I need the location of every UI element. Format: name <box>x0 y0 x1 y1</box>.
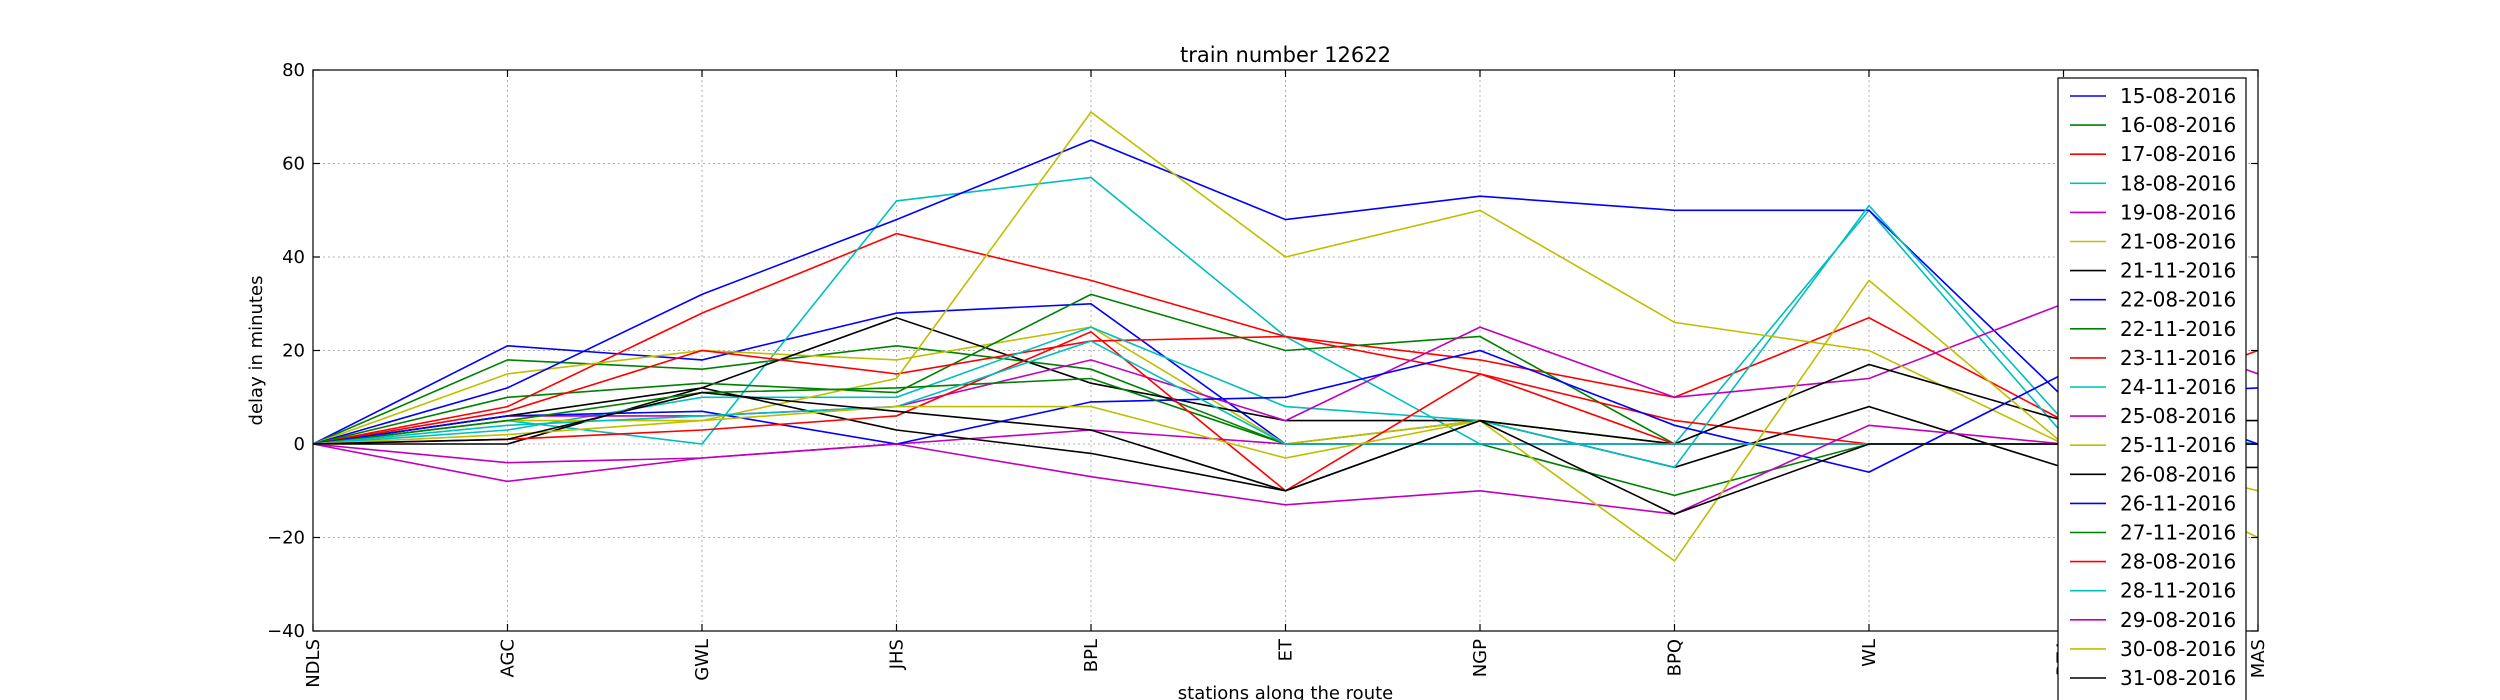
x-axis-label: stations along the route <box>1178 683 1393 700</box>
series-line <box>312 424 2258 515</box>
legend-entry: 23-11-2016 <box>2120 346 2236 370</box>
x-tick-label: BPL <box>1081 639 1102 672</box>
x-tick-label: WL <box>1859 639 1880 667</box>
legend-entry: 16-08-2016 <box>2120 113 2236 137</box>
x-tick-label: MAS <box>2248 639 2269 678</box>
legend-entry: 15-08-2016 <box>2120 84 2236 108</box>
y-tick-label: −40 <box>267 621 305 642</box>
series-line <box>312 110 2258 445</box>
y-tick-label: 80 <box>282 60 305 81</box>
series-line <box>312 279 2259 563</box>
legend-entry: 21-08-2016 <box>2120 230 2236 254</box>
y-tick-label: 20 <box>282 341 305 362</box>
axis-ticks: NDLSAGCGWLJHSBPLETNGPBPQWLBZAMAS−40−2002… <box>267 60 2269 688</box>
chart-title: train number 12622 <box>1180 43 1391 67</box>
legend-entry: 19-08-2016 <box>2120 200 2236 224</box>
legend: 15-08-2016 16-08-2016 17-08-2016 18-08-2016… <box>2057 77 2247 700</box>
series-line <box>312 391 2258 515</box>
legend-entry: 18-08-2016 <box>2120 171 2236 195</box>
x-tick-label: BPQ <box>1665 639 1686 676</box>
x-tick-label: GWL <box>692 639 713 681</box>
legend-entry: 22-11-2016 <box>2120 317 2236 341</box>
legend-entry: 28-11-2016 <box>2120 579 2236 603</box>
series-line <box>312 302 2259 445</box>
legend-entry: 30-08-2016 <box>2120 637 2236 661</box>
x-tick-label: NGP <box>1470 639 1491 677</box>
legend-entry: 17-08-2016 <box>2120 142 2236 166</box>
legend-entry: 31-08-2016 <box>2120 666 2236 690</box>
legend-entry: 24-11-2016 <box>2120 375 2236 399</box>
x-tick-label: ET <box>1276 638 1297 661</box>
legend-entry: 27-11-2016 <box>2120 521 2236 545</box>
x-tick-label: AGC <box>498 639 519 678</box>
x-tick-label: JHS <box>887 639 908 670</box>
series-line <box>312 349 2259 473</box>
legend-frame <box>2057 77 2247 700</box>
series-line <box>312 139 2259 445</box>
y-tick-label: 0 <box>294 434 305 455</box>
legend-entry: 26-11-2016 <box>2120 491 2236 515</box>
y-tick-label: −20 <box>267 528 305 549</box>
legend-entry: 26-08-2016 <box>2120 462 2236 486</box>
y-tick-label: 60 <box>282 154 305 175</box>
legend-entry: 22-08-2016 <box>2120 288 2236 312</box>
legend-entry: 21-11-2016 <box>2120 259 2236 283</box>
x-tick-label: NDLS <box>303 639 324 688</box>
y-tick-label: 40 <box>282 247 305 268</box>
legend-entry: 29-08-2016 <box>2120 608 2236 632</box>
series-lines <box>312 110 2259 563</box>
legend-entry: 28-08-2016 <box>2120 550 2236 574</box>
legend-entry: 25-08-2016 <box>2120 404 2236 428</box>
y-axis-label: delay in minutes <box>246 276 267 426</box>
legend-entry: 25-11-2016 <box>2120 433 2236 457</box>
